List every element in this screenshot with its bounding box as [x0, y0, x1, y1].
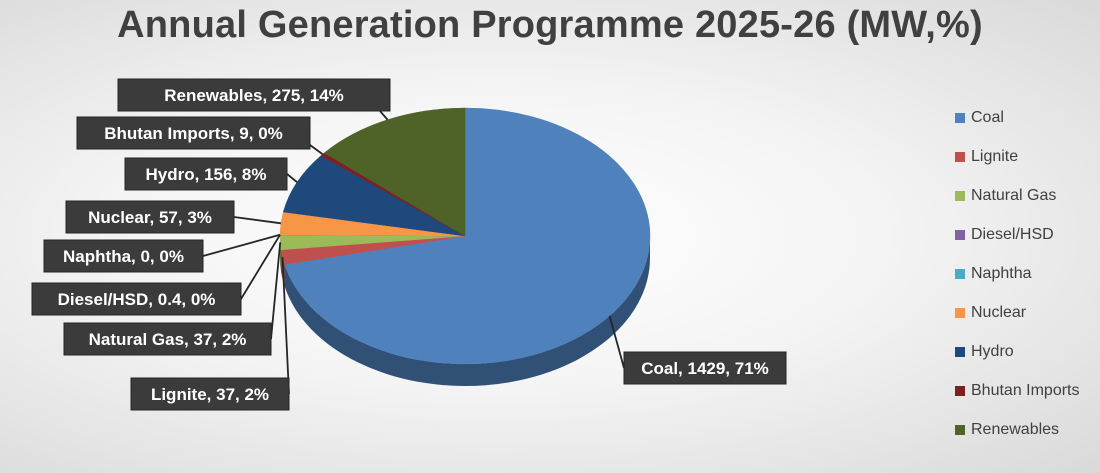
legend-label-naphtha: Naphtha — [971, 264, 1032, 282]
data-label-renewables: Renewables, 275, 14% — [117, 78, 391, 112]
data-label-nuclear: Nuclear, 57, 3% — [65, 200, 235, 234]
leader-line-coal — [608, 315, 625, 369]
data-label-text-diesel-hsd: Diesel/HSD, 0.4, 0% — [58, 290, 216, 309]
legend-swatch-hydro — [955, 346, 965, 357]
data-label-box-hydro — [124, 157, 288, 191]
data-label-natural-gas: Natural Gas, 37, 2% — [63, 322, 272, 356]
data-label-bhutan-imports: Bhutan Imports, 9, 0% — [76, 116, 311, 150]
legend-item-naphtha: Naphtha — [955, 254, 1100, 293]
data-label-diesel-hsd: Diesel/HSD, 0.4, 0% — [31, 282, 242, 316]
pie-slice-renewables — [323, 107, 466, 237]
legend-label-bhutan-imports: Bhutan Imports — [971, 381, 1080, 399]
data-label-box-natural-gas — [63, 322, 272, 356]
data-label-coal: Coal, 1429, 71% — [623, 351, 787, 385]
data-label-naphtha: Naphtha, 0, 0% — [43, 239, 204, 273]
legend-item-coal: Coal — [955, 98, 1100, 137]
legend-swatch-renewables — [955, 424, 965, 435]
data-label-text-bhutan-imports: Bhutan Imports, 9, 0% — [104, 124, 283, 143]
data-label-box-lignite — [130, 377, 290, 411]
data-label-text-coal: Coal, 1429, 71% — [641, 359, 769, 378]
data-label-text-lignite: Lignite, 37, 2% — [151, 385, 269, 404]
leader-line-naphtha — [202, 233, 281, 257]
data-label-text-renewables: Renewables, 275, 14% — [164, 86, 344, 105]
data-label-text-hydro: Hydro, 156, 8% — [146, 165, 267, 184]
data-label-box-naphtha — [43, 239, 204, 273]
legend-swatch-lignite — [955, 151, 965, 162]
legend-swatch-diesel-hsd — [955, 229, 965, 240]
legend-item-natural-gas: Natural Gas — [955, 176, 1100, 215]
leader-line-bhutan-imports — [309, 144, 324, 155]
legend-item-nuclear: Nuclear — [955, 293, 1100, 332]
leader-line-hydro — [286, 173, 298, 183]
data-label-text-naphtha: Naphtha, 0, 0% — [63, 247, 184, 266]
legend-item-renewables: Renewables — [955, 410, 1100, 449]
data-label-text-nuclear: Nuclear, 57, 3% — [88, 208, 212, 227]
legend-label-diesel-hsd: Diesel/HSD — [971, 225, 1054, 243]
leader-line-lignite — [281, 257, 290, 395]
legend-item-lignite: Lignite — [955, 137, 1100, 176]
leader-line-renewables — [379, 110, 389, 121]
data-label-text-natural-gas: Natural Gas, 37, 2% — [89, 330, 247, 349]
chart-title: Annual Generation Programme 2025-26 (MW,… — [117, 4, 983, 46]
pie-side-coal — [284, 236, 650, 387]
data-label-box-renewables — [117, 78, 391, 112]
data-label-lignite: Lignite, 37, 2% — [130, 377, 290, 411]
leader-line-diesel-hsd — [240, 234, 281, 300]
legend-label-renewables: Renewables — [971, 420, 1060, 438]
pie-slice-coal — [284, 107, 651, 365]
legend-item-hydro: Hydro — [955, 332, 1100, 371]
legend-swatch-coal — [955, 112, 965, 123]
data-label-box-coal — [623, 351, 787, 385]
legend-label-lignite: Lignite — [971, 147, 1019, 165]
legend-swatch-nuclear — [955, 307, 965, 318]
legend-label-coal: Coal — [971, 108, 1004, 126]
legend-label-natural-gas: Natural Gas — [971, 186, 1057, 204]
leader-line-natural-gas — [270, 242, 282, 340]
legend-swatch-naphtha — [955, 268, 965, 279]
data-label-box-bhutan-imports — [76, 116, 311, 150]
legend-swatch-bhutan-imports — [955, 385, 965, 396]
legend-label-hydro: Hydro — [971, 342, 1014, 360]
leader-line-nuclear — [233, 216, 282, 225]
legend-label-nuclear: Nuclear — [971, 303, 1027, 321]
chart-legend: Coal Lignite Natural Gas Diesel/HSD Naphtha N… — [955, 98, 1100, 449]
data-label-hydro: Hydro, 156, 8% — [124, 157, 288, 191]
legend-swatch-natural-gas — [955, 190, 965, 201]
legend-item-bhutan-imports: Bhutan Imports — [955, 371, 1100, 410]
data-label-box-nuclear — [65, 200, 235, 234]
legend-item-diesel-hsd: Diesel/HSD — [955, 215, 1100, 254]
data-label-box-diesel-hsd — [31, 282, 242, 316]
